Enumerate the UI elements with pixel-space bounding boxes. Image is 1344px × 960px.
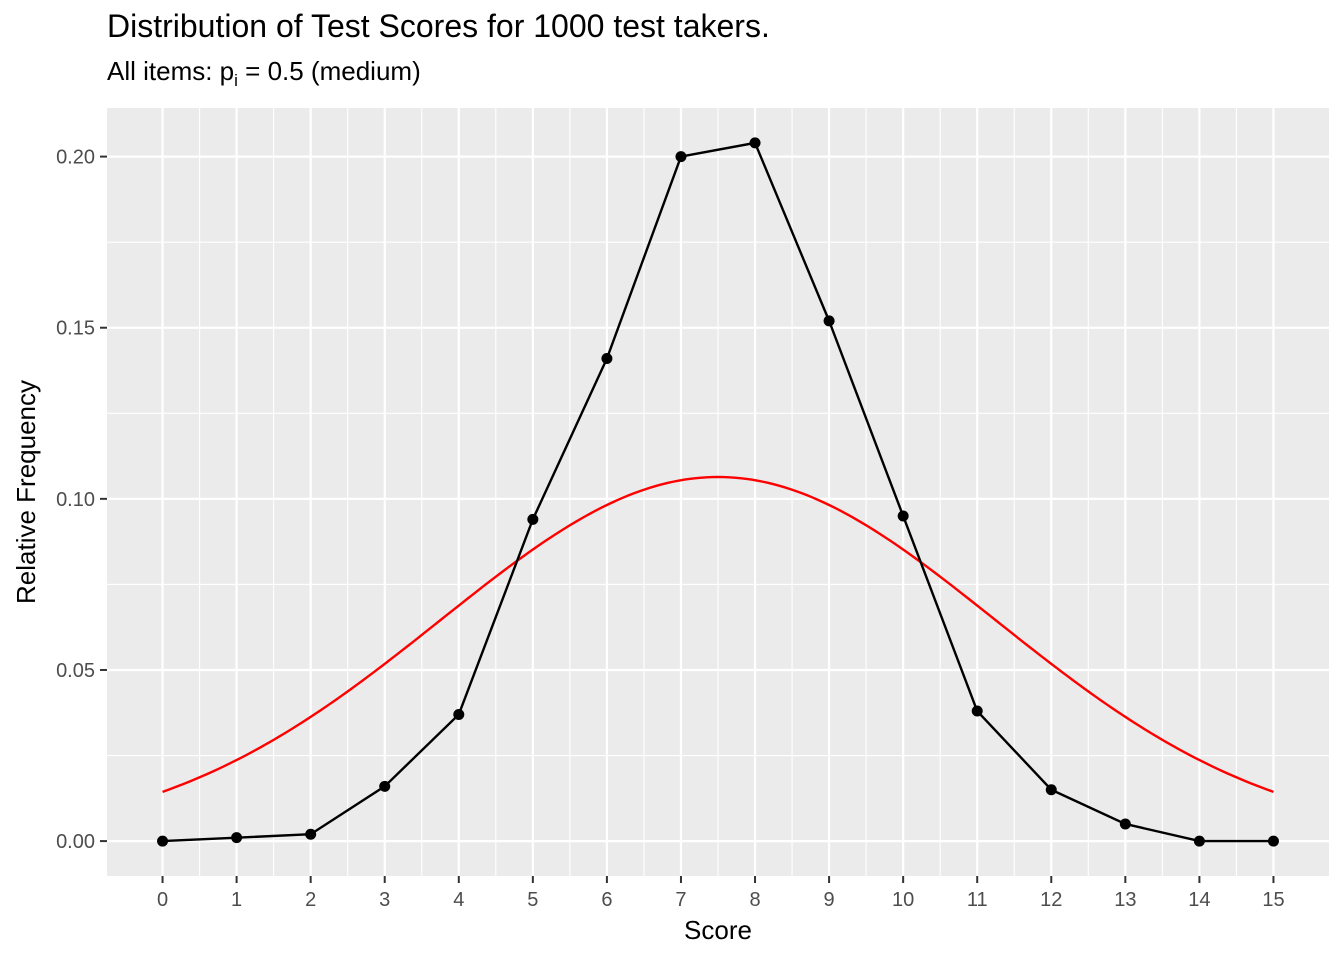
subtitle-suffix: = 0.5 (medium) — [237, 56, 421, 86]
data-point — [897, 510, 909, 522]
data-point — [157, 835, 169, 847]
data-point — [1193, 835, 1205, 847]
data-point — [601, 353, 613, 365]
data-point — [1267, 835, 1279, 847]
y-axis: 0.00 0.05 0.10 0.15 0.20 — [56, 147, 107, 853]
y-axis-title: Relative Frequency — [11, 380, 41, 604]
data-point — [379, 780, 391, 792]
x-tick-label: 7 — [675, 889, 686, 911]
data-point — [971, 705, 983, 717]
subtitle-subscript: i — [234, 71, 238, 90]
x-tick-label: 8 — [749, 889, 760, 911]
data-point — [675, 151, 687, 163]
data-point — [823, 315, 835, 327]
subtitle-prefix: All items: p — [107, 56, 235, 86]
y-tick-label: 0.20 — [56, 147, 95, 169]
x-tick-label: 13 — [1114, 889, 1136, 911]
data-point — [749, 137, 761, 149]
chart-title: Distribution of Test Scores for 1000 tes… — [107, 8, 770, 44]
x-tick-label: 12 — [1040, 889, 1062, 911]
normal-curve — [162, 475, 1274, 793]
x-tick-label: 1 — [231, 889, 242, 911]
data-point — [1045, 784, 1057, 796]
y-tick-label: 0.00 — [56, 831, 95, 853]
y-tick-label: 0.05 — [56, 660, 95, 682]
x-tick-label: 3 — [379, 889, 390, 911]
x-tick-label: 0 — [157, 889, 168, 911]
x-tick-label: 14 — [1188, 889, 1210, 911]
data-point — [1119, 818, 1131, 830]
data-point — [231, 832, 243, 844]
x-tick-label: 10 — [892, 889, 914, 911]
x-tick-label: 15 — [1262, 889, 1284, 911]
data-point — [453, 708, 465, 720]
x-tick-label: 4 — [453, 889, 464, 911]
y-tick-label: 0.15 — [56, 318, 95, 340]
x-axis: 0 1 2 3 4 5 6 7 8 9 10 11 12 13 14 15 — [157, 876, 1285, 911]
data-point — [527, 513, 539, 525]
x-tick-label: 5 — [527, 889, 538, 911]
grid-lines — [107, 108, 1329, 876]
data-point — [305, 828, 317, 840]
observed-frequency-line — [162, 141, 1274, 843]
x-tick-label: 9 — [824, 889, 835, 911]
x-tick-label: 6 — [601, 889, 612, 911]
y-tick-label: 0.10 — [56, 489, 95, 511]
chart-subtitle: All items: pi = 0.5 (medium) — [107, 56, 421, 90]
series-layer — [157, 137, 1279, 847]
x-tick-label: 2 — [305, 889, 316, 911]
x-tick-label: 11 — [967, 889, 988, 911]
x-axis-title: Score — [684, 915, 752, 945]
